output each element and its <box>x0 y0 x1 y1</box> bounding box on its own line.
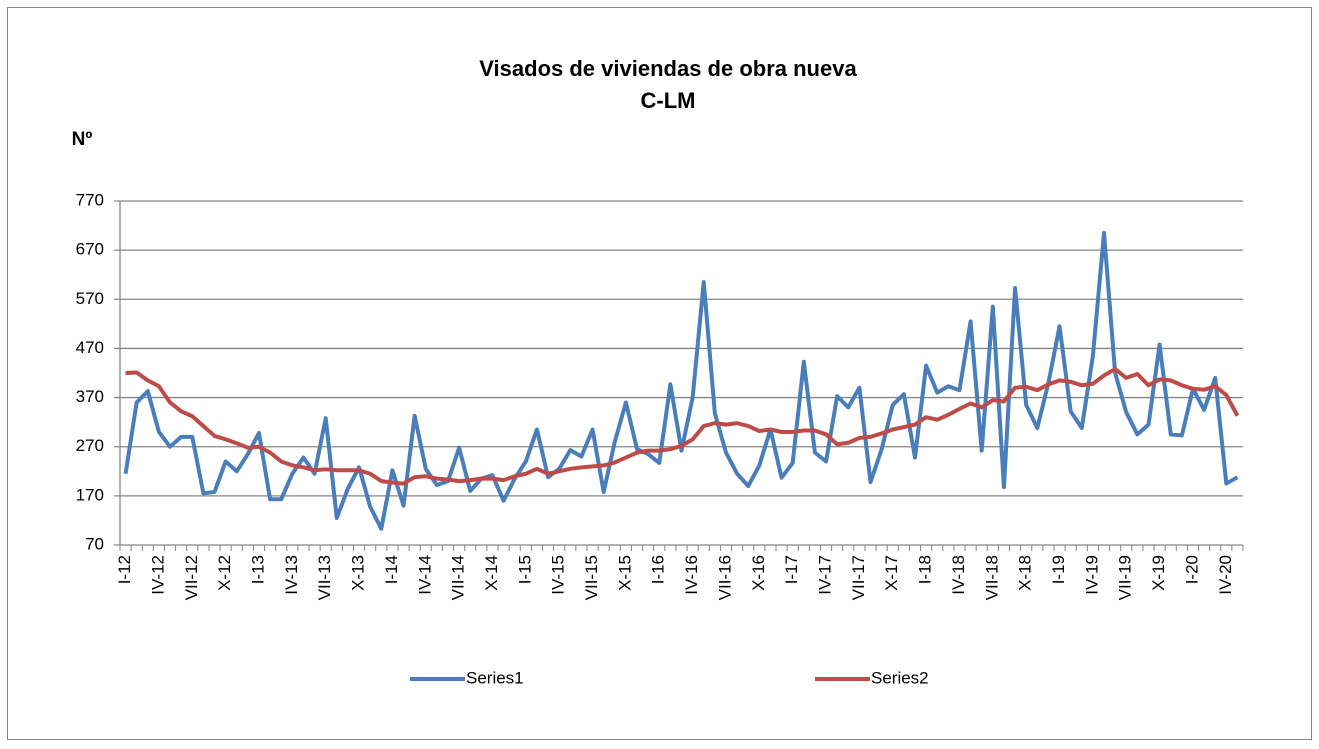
x-tick-label: VII-19 <box>1116 555 1135 600</box>
x-tick-label: IV-17 <box>816 555 835 595</box>
chart-subtitle: C-LM <box>641 88 696 113</box>
x-tick-label: X-13 <box>349 555 368 591</box>
y-tick-label: 370 <box>76 387 104 406</box>
x-tick-label: I-15 <box>515 555 534 584</box>
x-tick-label: VII-13 <box>315 555 334 600</box>
y-tick-label: 570 <box>76 289 104 308</box>
x-tick-label: IV-16 <box>682 555 701 595</box>
line-series <box>125 367 1240 486</box>
x-tick-label: X-17 <box>882 555 901 591</box>
legend-label: Series1 <box>466 668 524 687</box>
x-tick-label: IV-15 <box>549 555 568 595</box>
y-axis-label: Nº <box>72 129 93 150</box>
x-tick-label: I-12 <box>115 555 134 584</box>
y-tick-label: 70 <box>85 534 104 553</box>
x-tick-label: VII-14 <box>449 555 468 600</box>
x-tick-label: VII-12 <box>182 555 201 600</box>
x-tick-label: X-15 <box>615 555 634 591</box>
y-tick-label: 170 <box>76 485 104 504</box>
x-tick-label: IV-13 <box>282 555 301 595</box>
x-tick-label: X-18 <box>1016 555 1035 591</box>
x-tick-label: IV-18 <box>949 555 968 595</box>
x-tick-label: I-19 <box>1049 555 1068 584</box>
chart-border <box>7 7 1312 740</box>
x-tick-label: IV-20 <box>1216 555 1235 595</box>
x-tick-label: X-14 <box>482 555 501 591</box>
x-tick-label: IV-14 <box>415 555 434 595</box>
x-tick-label: I-17 <box>782 555 801 584</box>
y-tick-label: 770 <box>76 190 104 209</box>
x-tick-label: VII-15 <box>582 555 601 600</box>
x-tick-label: VII-16 <box>715 555 734 600</box>
x-tick-label: I-14 <box>382 555 401 584</box>
x-tick-label: X-16 <box>749 555 768 591</box>
x-tick-label: I-13 <box>248 555 267 584</box>
x-tick-label: I-20 <box>1182 555 1201 584</box>
x-tick-label: IV-12 <box>148 555 167 595</box>
x-tick-label: X-19 <box>1149 555 1168 591</box>
y-tick-label: 270 <box>76 436 104 455</box>
x-tick-label: IV-19 <box>1082 555 1101 595</box>
x-tick-label: X-12 <box>215 555 234 591</box>
y-tick-label: 670 <box>76 240 104 259</box>
x-tick-label: I-16 <box>649 555 668 584</box>
x-tick-label: VII-17 <box>849 555 868 600</box>
legend-label: Series2 <box>871 668 929 687</box>
x-tick-label: I-18 <box>916 555 935 584</box>
chart-title: Visados de viviendas de obra nueva <box>479 56 857 81</box>
y-tick-label: 470 <box>76 338 104 357</box>
x-tick-label: VII-18 <box>982 555 1001 600</box>
